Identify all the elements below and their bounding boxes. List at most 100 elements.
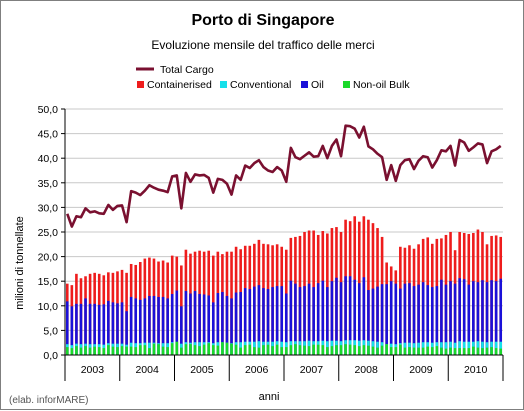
grid [65,108,503,331]
chart-title: Porto di Singapore [191,12,334,29]
bar-oil [494,281,498,355]
bar-non-oil-bulk [353,345,357,355]
bar-oil [280,286,284,355]
bar-oil [266,289,270,355]
bar-non-oil-bulk [430,347,434,355]
bar-non-oil-bulk [303,345,306,355]
bar-non-oil-bulk [321,345,325,355]
bar-non-oil-bulk [120,346,124,355]
y-tick-label: 45,0 [38,129,59,141]
bar-oil [367,290,370,355]
bar-oil [129,296,133,355]
bar-non-oil-bulk [271,346,274,355]
bar-non-oil-bulk [385,344,388,355]
bar-non-oil-bulk [175,341,179,355]
bar-non-oil-bulk [107,345,110,355]
bar-oil [376,286,379,355]
bar-oil [216,293,220,355]
bar-non-oil-bulk [339,345,343,355]
bar-oil [65,301,69,355]
bar-oil [225,295,229,355]
bar-non-oil-bulk [134,347,138,355]
bar-oil [394,283,398,355]
bar-oil [458,278,461,355]
bar-non-oil-bulk [129,346,133,355]
bar-non-oil-bulk [449,347,452,355]
bar-oil [284,293,288,355]
bar-oil [408,283,411,355]
bar-oil [294,283,297,355]
legend-swatch-conventional [220,81,227,88]
bar-oil [472,281,475,355]
bar-non-oil-bulk [243,345,247,355]
bar-oil [111,302,115,355]
bar-oil [88,303,92,355]
bar-non-oil-bulk [472,346,475,355]
bar-non-oil-bulk [426,346,430,355]
bar-conventional [499,341,503,355]
bar-oil [79,303,83,355]
bar-non-oil-bulk [284,347,288,355]
bar-oil [453,283,457,355]
bar-oil [275,286,279,355]
bar-non-oil-bulk [362,345,366,355]
bar-oil [435,286,439,355]
bar-oil [289,280,293,355]
bar-non-oil-bulk [211,345,215,355]
bar-non-oil-bulk [348,344,352,355]
bar-non-oil-bulk [152,343,156,355]
bar-non-oil-bulk [180,347,183,355]
bar-non-oil-bulk [102,348,106,355]
bar-oil [107,300,110,355]
bar-oil [335,277,338,355]
bar-oil [348,276,352,355]
bar-oil [253,286,256,355]
bar-non-oil-bulk [435,346,439,355]
bar-non-oil-bulk [97,347,101,355]
bar-oil [170,293,174,355]
bar-non-oil-bulk [280,347,284,355]
bar-oil [430,287,434,355]
bar-non-oil-bulk [161,346,165,355]
bar-non-oil-bulk [198,346,201,355]
bar-non-oil-bulk [371,346,375,355]
bar-oil [481,280,484,355]
bar-oil [157,296,160,355]
bars [65,216,503,355]
bar-non-oil-bulk [193,345,197,355]
bar-oil [207,295,211,355]
bar-oil [403,283,407,355]
bar-oil [75,303,78,355]
bar-non-oil-bulk [143,345,147,355]
bar-non-oil-bulk [266,344,270,355]
bar-oil [193,291,197,355]
bar-non-oil-bulk [116,347,119,355]
bar-non-oil-bulk [467,348,471,355]
bar-oil [467,284,471,355]
legend-label-non-oil-bulk: Non-oil Bulk [353,79,410,91]
bar-non-oil-bulk [462,348,466,355]
bar-non-oil-bulk [221,342,224,355]
bar-non-oil-bulk [157,344,160,355]
bar-non-oil-bulk [330,346,334,355]
bar-non-oil-bulk [312,344,315,355]
bar-non-oil-bulk [440,347,443,355]
bar-oil [412,286,416,355]
bar-non-oil-bulk [262,345,265,355]
bar-non-oil-bulk [403,347,407,355]
x-tick-label: 2010 [464,364,488,376]
bar-non-oil-bulk [394,347,398,355]
bar-oil [312,287,315,355]
bar-oil [180,306,183,355]
bar-oil [357,283,361,355]
bar-oil [230,298,233,355]
bar-non-oil-bulk [257,347,261,355]
bar-non-oil-bulk [399,344,402,355]
bar-oil [298,287,302,355]
y-tick-label: 15,0 [38,276,59,288]
bar-oil [211,302,215,355]
bar-oil [84,298,87,355]
bar-oil [462,279,466,355]
legend: Total Cargo Containerised Conventional Oil N… [136,64,410,91]
bar-non-oil-bulk [481,348,484,355]
